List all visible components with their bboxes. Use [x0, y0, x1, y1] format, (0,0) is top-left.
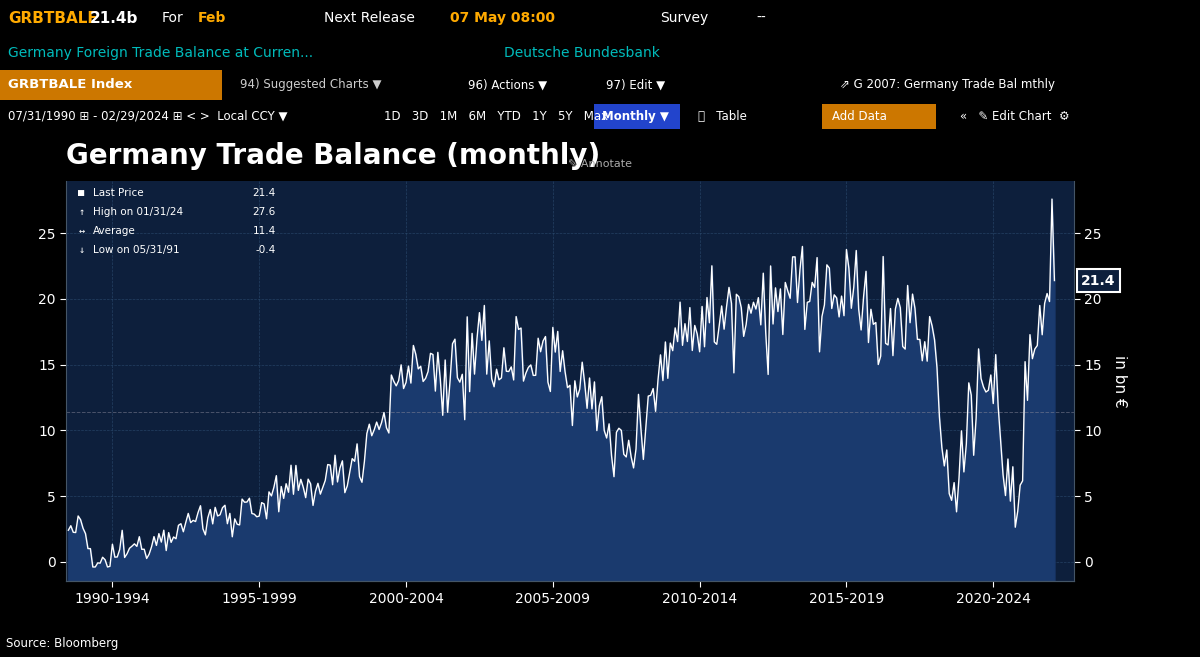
Text: «   ✎ Edit Chart  ⚙: « ✎ Edit Chart ⚙ [960, 110, 1069, 123]
Text: -0.4: -0.4 [256, 245, 276, 255]
Bar [822, 104, 936, 129]
Text: 📈   Table: 📈 Table [698, 110, 748, 123]
Text: Germany Trade Balance (monthly): Germany Trade Balance (monthly) [66, 142, 600, 170]
Text: ↓: ↓ [78, 245, 84, 255]
Text: 27.6: 27.6 [252, 208, 276, 217]
Text: 07/31/1990 ⊞ - 02/29/2024 ⊞ < >  Local CCY ▼: 07/31/1990 ⊞ - 02/29/2024 ⊞ < > Local CC… [8, 110, 288, 123]
Text: ↑: ↑ [78, 208, 84, 217]
Text: GRBTBALE: GRBTBALE [8, 11, 98, 26]
Text: 07 May 08:00: 07 May 08:00 [450, 11, 554, 25]
Text: ■: ■ [78, 189, 84, 198]
Y-axis label: in bn €: in bn € [1112, 355, 1127, 407]
Text: Last Price: Last Price [94, 189, 144, 198]
Text: 21.4b: 21.4b [90, 11, 138, 26]
Text: 97) Edit ▼: 97) Edit ▼ [606, 78, 665, 91]
Text: 1D   3D   1M   6M   YTD   1Y   5Y   Max: 1D 3D 1M 6M YTD 1Y 5Y Max [384, 110, 608, 123]
Text: Monthly ▼: Monthly ▼ [602, 110, 670, 123]
Text: 96) Actions ▼: 96) Actions ▼ [468, 78, 547, 91]
Bar [0, 70, 222, 100]
Text: Deutsche Bundesbank: Deutsche Bundesbank [504, 46, 660, 60]
Text: Source: Bloomberg: Source: Bloomberg [6, 637, 119, 650]
Text: GRBTBALE Index: GRBTBALE Index [8, 78, 133, 91]
Text: ⇗ G 2007: Germany Trade Bal mthly: ⇗ G 2007: Germany Trade Bal mthly [840, 78, 1055, 91]
Text: ✎ Annotate: ✎ Annotate [568, 159, 632, 170]
Text: Germany Foreign Trade Balance at Curren...: Germany Foreign Trade Balance at Curren.… [8, 46, 313, 60]
Text: 11.4: 11.4 [252, 226, 276, 237]
Text: Add Data: Add Data [832, 110, 887, 123]
Text: Feb: Feb [198, 11, 227, 25]
Text: For: For [162, 11, 184, 25]
Text: Survey: Survey [660, 11, 708, 25]
Text: 94) Suggested Charts ▼: 94) Suggested Charts ▼ [240, 78, 382, 91]
Bar [594, 104, 680, 129]
Text: 21.4: 21.4 [1081, 273, 1116, 288]
Text: Average: Average [94, 226, 136, 237]
Text: Low on 05/31/91: Low on 05/31/91 [94, 245, 180, 255]
Text: High on 01/31/24: High on 01/31/24 [94, 208, 184, 217]
Text: Next Release: Next Release [324, 11, 415, 25]
Text: 21.4: 21.4 [252, 189, 276, 198]
Text: --: -- [756, 11, 766, 25]
Text: ↔: ↔ [78, 226, 84, 237]
